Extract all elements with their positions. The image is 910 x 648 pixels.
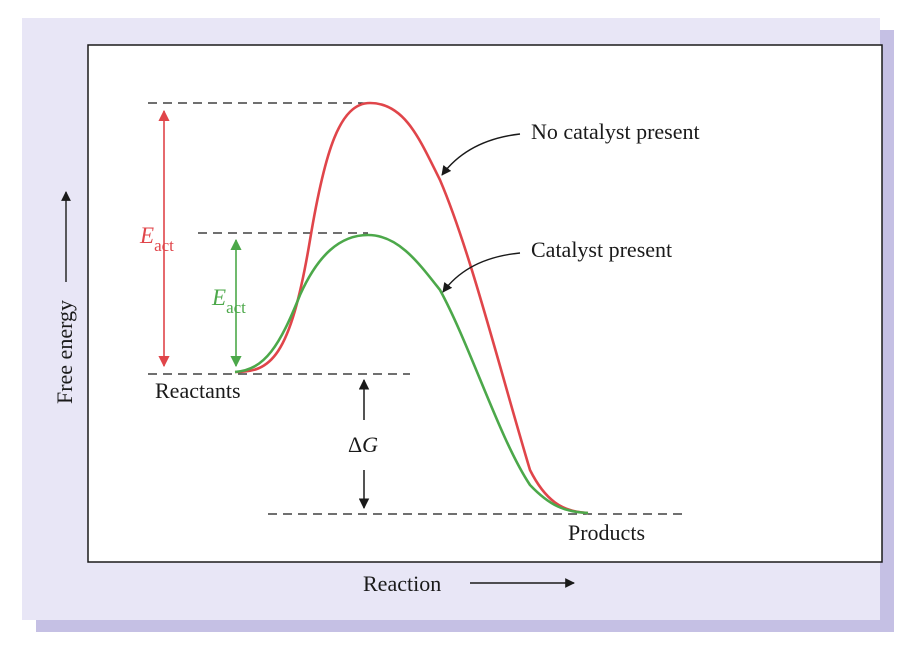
label-delta-g: ΔG xyxy=(348,432,378,457)
label-products: Products xyxy=(568,520,645,545)
label-x-axis: Reaction xyxy=(363,571,441,596)
plot-panel xyxy=(87,44,883,563)
label-delta-g-letter: G xyxy=(362,432,378,457)
label-no-catalyst: No catalyst present xyxy=(531,119,700,144)
label-eact-catalyst-main: E xyxy=(211,285,226,310)
label-eact-catalyst-sub: act xyxy=(226,298,246,317)
label-reactants: Reactants xyxy=(155,378,241,403)
label-eact-catalyst: Eact xyxy=(211,285,246,317)
label-eact-no-catalyst-sub: act xyxy=(154,236,174,255)
callout-arrow-catalyst xyxy=(442,252,521,293)
label-delta-g-symbol: Δ xyxy=(348,432,362,457)
label-y-axis: Free energy xyxy=(52,300,77,404)
curve-catalyst xyxy=(234,233,589,515)
callout-arrow-no-catalyst xyxy=(441,133,521,176)
label-eact-no-catalyst-main: E xyxy=(139,223,154,248)
curve-no-catalyst xyxy=(234,101,589,515)
label-catalyst: Catalyst present xyxy=(531,237,672,262)
label-eact-no-catalyst: Eact xyxy=(139,223,174,255)
